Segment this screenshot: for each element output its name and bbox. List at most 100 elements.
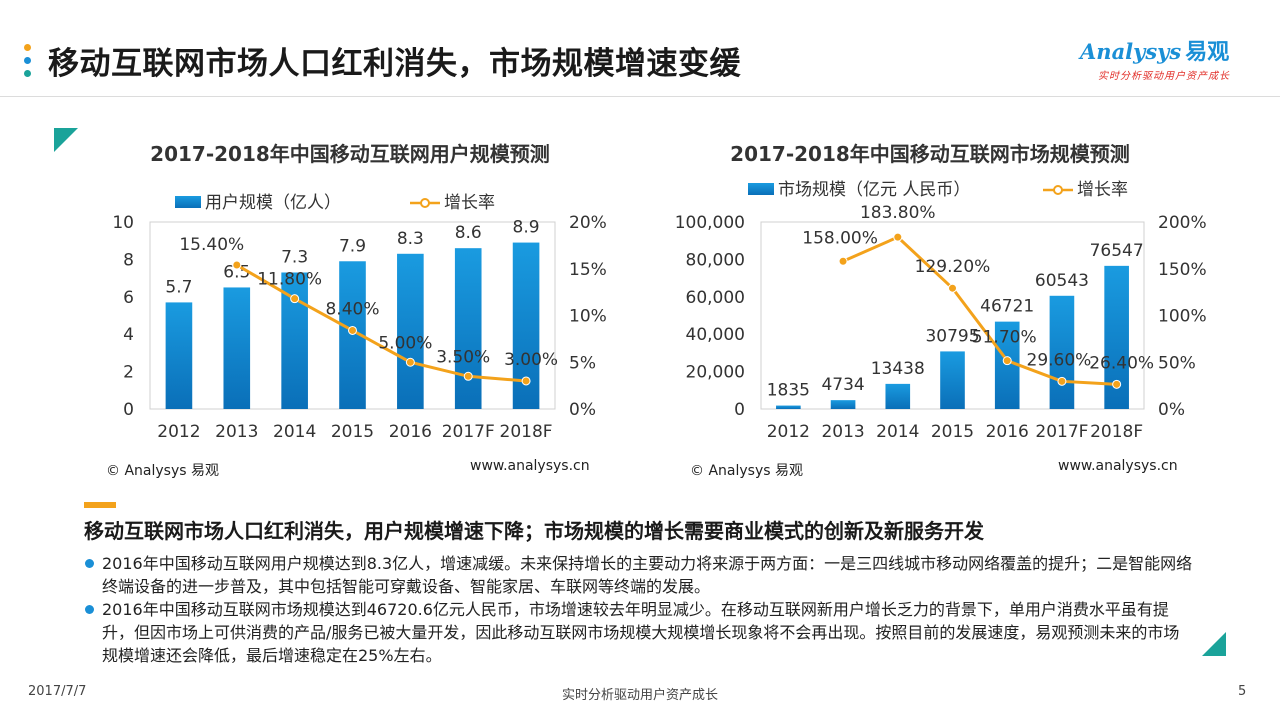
page-title: 移动互联网市场人口红利消失，市场规模增速变缓 [48,46,741,82]
logo-wordmark: Analysys 易观 [1080,34,1240,66]
x-tick-label: 2012 [157,422,200,442]
y-left-tick-label: 20,000 [686,363,745,383]
chart1-url[interactable]: www.analysys.cn [470,458,590,474]
bar-value-label: 60543 [1035,271,1089,291]
bar [885,383,911,409]
growth-rate-label: 5.00% [378,333,432,353]
bar [940,351,965,409]
bar [776,405,801,409]
bar [830,400,856,409]
y-right-tick-label: 15% [569,260,607,280]
legend-bar-label: 市场规模（亿元 人民币） [778,180,970,200]
y-right-tick-label: 20% [569,213,607,233]
y-left-tick-label: 2 [123,363,134,383]
bullet-item: 2016年中国移动互联网市场规模达到46720.6亿元人民币，市场增速较去年明显… [84,598,1194,667]
y-right-tick-label: 100% [1158,307,1207,327]
legend-line-label: 增长率 [444,193,495,213]
bar [397,253,424,409]
logo-tagline: 实时分析驱动用户资产成长 [1098,71,1230,82]
legend-line-marker [420,198,430,208]
bar-value-label: 46721 [980,297,1034,317]
chart1-source: © Analysys 易观 [106,463,219,479]
bar [223,287,251,409]
x-tick-label: 2016 [986,422,1029,442]
y-left-tick-label: 0 [734,400,745,420]
x-tick-label: 2018F [1090,422,1143,442]
y-right-tick-label: 0% [569,400,596,420]
growth-rate-label: 11.80% [257,270,322,290]
bar-value-label: 30795 [925,326,979,346]
bar [165,302,193,409]
chart2-source: © Analysys 易观 [690,463,803,479]
y-right-tick-label: 50% [1158,353,1196,373]
bar-value-label: 8.9 [513,218,540,238]
x-tick-label: 2014 [273,422,316,442]
growth-rate-label: 183.80% [860,203,936,223]
x-tick-label: 2017F [1035,422,1088,442]
chart2-title: 2017-2018年中国移动互联网市场规模预测 [730,142,1130,166]
x-tick-label: 2015 [931,422,974,442]
growth-rate-label: 3.50% [436,347,490,367]
bar [454,248,482,409]
bullet-text: 2016年中国移动互联网用户规模达到8.3亿人，增速减缓。未来保持增长的主要动力… [102,554,1193,596]
logo-cn: 易观 [1185,40,1230,65]
bar [1049,295,1075,409]
summary-bullets: 2016年中国移动互联网用户规模达到8.3亿人，增速减缓。未来保持增长的主要动力… [84,552,1194,667]
y-left-tick-label: 6 [123,288,134,308]
growth-rate-point [838,256,848,266]
y-right-tick-label: 5% [569,353,596,373]
title-dots [24,44,32,83]
dot-orange [24,44,31,51]
summary-title: 移动互联网市场人口红利消失，用户规模增速下降；市场规模的增长需要商业模式的创新及… [84,519,984,543]
growth-rate-point [893,232,903,242]
bar-value-label: 7.3 [281,247,308,267]
x-tick-label: 2015 [331,422,374,442]
chart2-url[interactable]: www.analysys.cn [1058,458,1178,474]
title-divider [0,96,1280,97]
legend-line-marker [1053,185,1063,195]
legend-line-label: 增长率 [1077,180,1128,200]
y-left-tick-label: 60,000 [686,288,745,308]
growth-rate-label: 29.60% [1027,350,1092,370]
bar-value-label: 5.7 [165,277,192,297]
bullet-text: 2016年中国移动互联网市场规模达到46720.6亿元人民币，市场增速较去年明显… [102,600,1180,665]
growth-rate-label: 51.70% [972,328,1037,348]
y-left-tick-label: 10 [112,213,134,233]
logo-text: nalysys [1096,39,1182,64]
bar-value-label: 8.6 [455,223,482,243]
y-right-tick-label: 10% [569,307,607,327]
y-right-tick-label: 0% [1158,400,1185,420]
x-tick-label: 2013 [821,422,864,442]
corner-triangle-top-left [54,128,78,152]
footer-tagline: 实时分析驱动用户资产成长 [561,688,718,703]
growth-rate-point [348,325,357,335]
x-tick-label: 2012 [767,422,810,442]
growth-rate-label: 3.00% [504,350,558,370]
growth-rate-label: 15.40% [179,235,244,255]
logo-a-glyph: A [1080,39,1097,64]
bar-value-label: 8.3 [397,229,424,249]
bar-value-label: 76547 [1090,241,1144,261]
analysys-logo: Analysys 易观 实时分析驱动用户资产成长 [1080,34,1240,84]
bar-value-label: 7.9 [339,236,366,256]
y-left-tick-label: 80,000 [686,250,745,270]
growth-rate-line [236,263,527,383]
y-left-tick-label: 4 [123,325,134,345]
chart2-market-scale: 0 20,000 40,000 60,000 80,000 100,000 0% 50% 100… [675,180,1207,442]
growth-rate-point [405,357,415,367]
y-left-tick-label: 8 [123,250,134,270]
legend-bar-swatch [175,196,201,208]
x-tick-label: 2017F [442,422,495,442]
growth-rate-label: 129.20% [915,257,991,277]
y-left-tick-label: 100,000 [675,213,745,233]
summary-accent-bar [84,502,116,508]
growth-rate-point [521,376,531,386]
x-tick-label: 2018F [500,422,553,442]
y-right-tick-label: 150% [1158,260,1207,280]
x-tick-label: 2014 [876,422,919,442]
growth-rate-point [232,260,242,270]
growth-rate-point [1112,379,1122,389]
x-tick-label: 2013 [215,422,258,442]
page-number: 5 [1238,684,1247,699]
bar-value-label: 1835 [767,381,810,401]
